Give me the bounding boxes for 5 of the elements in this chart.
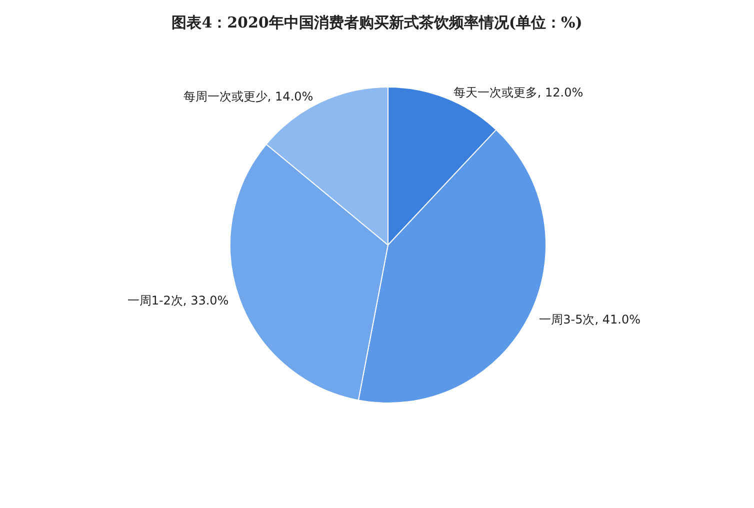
chart-title: 图表4：2020年中国消费者购买新式茶饮频率情况(单位：%) bbox=[172, 14, 582, 32]
slice-label: 一周3-5次, 41.0% bbox=[539, 312, 640, 326]
slice-label: 一周1-2次, 33.0% bbox=[127, 294, 229, 308]
slice-label: 每周一次或更少, 14.0% bbox=[183, 90, 314, 104]
slice-label: 每天一次或更多, 12.0% bbox=[453, 86, 584, 100]
